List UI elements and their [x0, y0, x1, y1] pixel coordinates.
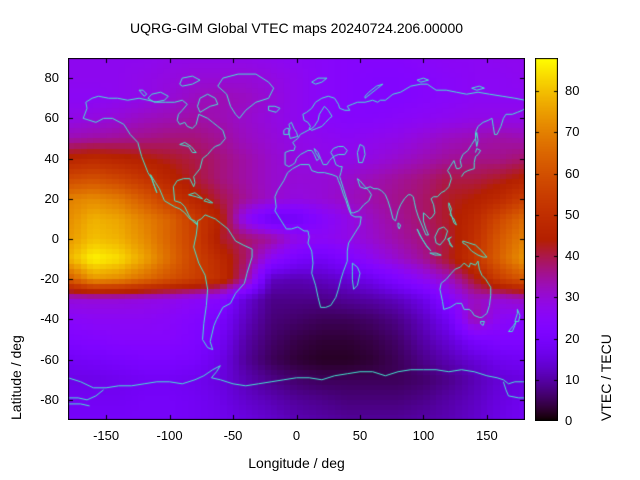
vtec-heatmap-canvas [68, 58, 525, 420]
y-tick-label: -40 [40, 311, 59, 327]
plot-title: UQRG-GIM Global VTEC maps 20240724.206.0… [129, 20, 464, 36]
colorbar-tick-label: 10 [565, 371, 580, 387]
x-tick-label: -150 [93, 428, 120, 443]
colorbar-tick-label: 60 [565, 165, 580, 181]
y-tick-label: 60 [44, 110, 59, 126]
y-tick-label: 0 [51, 231, 59, 246]
colorbar-tick-label: 70 [565, 124, 580, 140]
colorbar-tick-label: 30 [565, 289, 580, 305]
x-axis-label: Longitude / deg [248, 455, 345, 471]
colorbar-canvas [535, 58, 558, 421]
x-tick-label: -50 [223, 428, 243, 443]
x-tick-label: 150 [476, 428, 498, 443]
colorbar-tick-label: 50 [565, 206, 580, 222]
colorbar-label: VTEC / TECU [598, 334, 614, 421]
x-tick-label: 0 [292, 428, 301, 443]
x-tick-label: 50 [352, 428, 368, 443]
x-tick-label: 100 [412, 428, 435, 443]
colorbar-tick-label: 20 [565, 330, 580, 346]
colorbar-tick-label: 40 [565, 248, 580, 263]
y-tick-label: -60 [40, 351, 59, 367]
y-tick-label: -80 [40, 391, 59, 407]
y-tick-label: 80 [44, 70, 59, 86]
y-tick-label: 20 [44, 190, 59, 206]
x-tick-label: -100 [156, 428, 183, 443]
colorbar-tick-label: 80 [565, 83, 580, 98]
colorbar-tick-label: 0 [565, 413, 573, 428]
y-tick-label: -20 [40, 271, 59, 287]
y-tick-label: 40 [44, 150, 59, 166]
